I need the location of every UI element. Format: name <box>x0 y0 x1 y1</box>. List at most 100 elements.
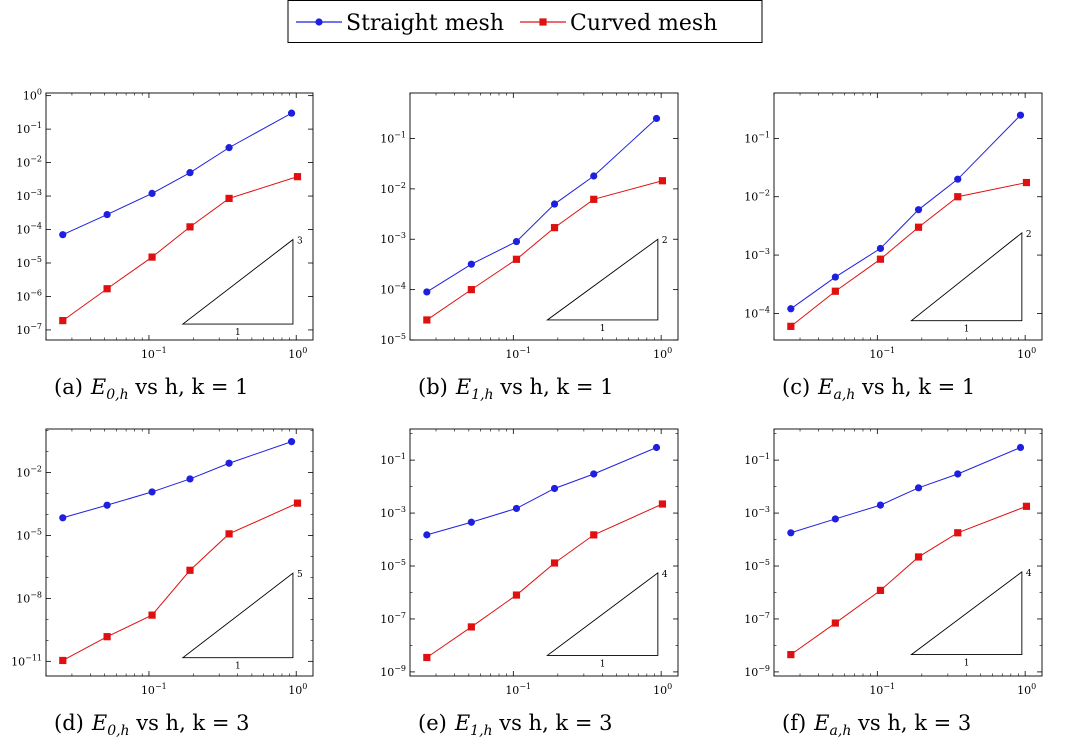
y-tick-label: 10−3 <box>380 231 406 246</box>
series-curved-mesh <box>423 500 667 662</box>
x-tick-base: 10 <box>653 684 667 697</box>
series-straight-mesh <box>59 438 296 522</box>
panel-caption: (b) E1,h vs h, k = 1 <box>418 375 613 403</box>
slope-triangle <box>181 572 294 659</box>
y-tick-base: 10 <box>744 191 758 204</box>
y-tick-base: 10 <box>11 655 25 668</box>
y-tick-label: 10−2 <box>744 189 770 204</box>
y-tick-label: 10−4 <box>744 305 770 320</box>
x-tick-label: 10−1 <box>141 682 167 697</box>
y-tick-label: 10−7 <box>380 611 406 626</box>
x-tick-base: 10 <box>141 348 155 361</box>
series-straight-mesh <box>787 111 1025 313</box>
y-tick-base: 10 <box>744 307 758 320</box>
slope-rise-label: 4 <box>662 570 668 580</box>
legend-label: Curved mesh <box>570 11 717 36</box>
caption-symbol: E <box>90 375 106 399</box>
y-tick-label: 100 <box>23 88 42 103</box>
caption-rest: vs h, k = 1 <box>855 375 975 399</box>
data-point <box>954 175 962 183</box>
data-point <box>590 172 598 180</box>
y-tick-exponent: −3 <box>758 247 770 256</box>
chart-grid: 10−1 10010−710−610−510−410−310−210−110031… <box>11 88 1043 739</box>
caption-symbol: E <box>817 375 833 399</box>
data-point <box>914 484 923 492</box>
y-tick-base: 10 <box>16 257 30 270</box>
y-tick-exponent: −5 <box>758 558 770 567</box>
y-tick-label: 10−3 <box>744 505 770 520</box>
y-tick-base: 10 <box>380 183 394 196</box>
y-tick-label: 10−9 <box>744 664 770 679</box>
data-point <box>225 144 233 152</box>
caption-tag: (e) <box>418 711 447 735</box>
y-tick-exponent: −7 <box>394 611 406 620</box>
data-point <box>148 488 156 496</box>
y-tick-label: 10−1 <box>380 452 406 467</box>
x-tick-label: 100 <box>653 346 672 361</box>
data-point <box>787 651 795 659</box>
series-straight-mesh <box>787 443 1025 537</box>
data-point <box>423 653 431 662</box>
data-point <box>148 253 156 261</box>
data-point <box>658 500 667 508</box>
panel-caption: (a) E0,h vs h, k = 1 <box>54 375 249 403</box>
data-point <box>954 193 962 201</box>
y-tick-exponent: −1 <box>394 452 406 461</box>
y-tick-label: 10−3 <box>744 247 770 262</box>
slope-run-label: 1 <box>600 659 606 669</box>
y-tick-base: 10 <box>16 290 30 303</box>
data-point <box>225 459 233 467</box>
data-point <box>293 499 302 507</box>
data-point <box>287 438 296 446</box>
y-tick-base: 10 <box>16 530 30 543</box>
data-point <box>467 518 475 526</box>
slope-rise-label: 2 <box>1026 230 1032 240</box>
caption-subscript: 1,h <box>471 387 493 403</box>
y-tick-label: 10−4 <box>380 282 406 297</box>
y-tick-label: 10−2 <box>16 155 42 170</box>
series-line <box>62 112 292 236</box>
x-tick-label: 100 <box>1017 346 1036 361</box>
x-tick-label: 100 <box>1017 682 1036 697</box>
data-point <box>148 189 156 198</box>
caption-symbol: E <box>813 711 829 735</box>
series-line <box>426 503 663 658</box>
caption-subscript: 1,h <box>470 723 492 739</box>
x-tick-label: 100 <box>288 682 307 697</box>
x-tick-exponent: −1 <box>519 346 531 355</box>
plot-frame <box>773 92 1043 341</box>
y-tick-label: 10−8 <box>16 590 42 605</box>
plot-frame <box>409 92 679 341</box>
data-point <box>954 529 962 537</box>
caption-subscript: a,h <box>834 387 856 403</box>
y-tick-label: 10−1 <box>380 130 406 145</box>
x-tick-base: 10 <box>141 684 155 697</box>
y-tick-base: 10 <box>744 507 758 520</box>
caption-tag: (a) <box>54 375 83 399</box>
y-tick-base: 10 <box>16 324 30 337</box>
x-tick-label: 100 <box>288 346 307 361</box>
x-tick-base: 10 <box>288 348 302 361</box>
y-tick-base: 10 <box>380 560 394 573</box>
x-tick-exponent: 0 <box>1031 682 1036 691</box>
data-point <box>186 475 194 483</box>
y-tick-base: 10 <box>380 666 394 679</box>
x-tick-exponent: 0 <box>667 346 672 355</box>
y-tick-base: 10 <box>380 507 394 520</box>
caption-rest: vs h, k = 3 <box>130 711 250 735</box>
series-straight-mesh <box>423 114 661 296</box>
y-tick-exponent: −3 <box>758 505 770 514</box>
series-curved-mesh <box>59 173 302 325</box>
data-point <box>831 515 839 523</box>
data-point <box>550 559 559 567</box>
x-tick-exponent: −1 <box>155 682 167 691</box>
x-tick-label: 10−1 <box>869 682 895 697</box>
data-point <box>1016 111 1025 119</box>
y-tick-base: 10 <box>744 666 758 679</box>
y-tick-base: 10 <box>380 233 394 246</box>
plot-frame <box>773 428 1043 677</box>
series-line <box>426 447 657 536</box>
data-point <box>59 316 67 325</box>
y-tick-exponent: −9 <box>394 664 406 673</box>
data-point <box>293 173 302 181</box>
